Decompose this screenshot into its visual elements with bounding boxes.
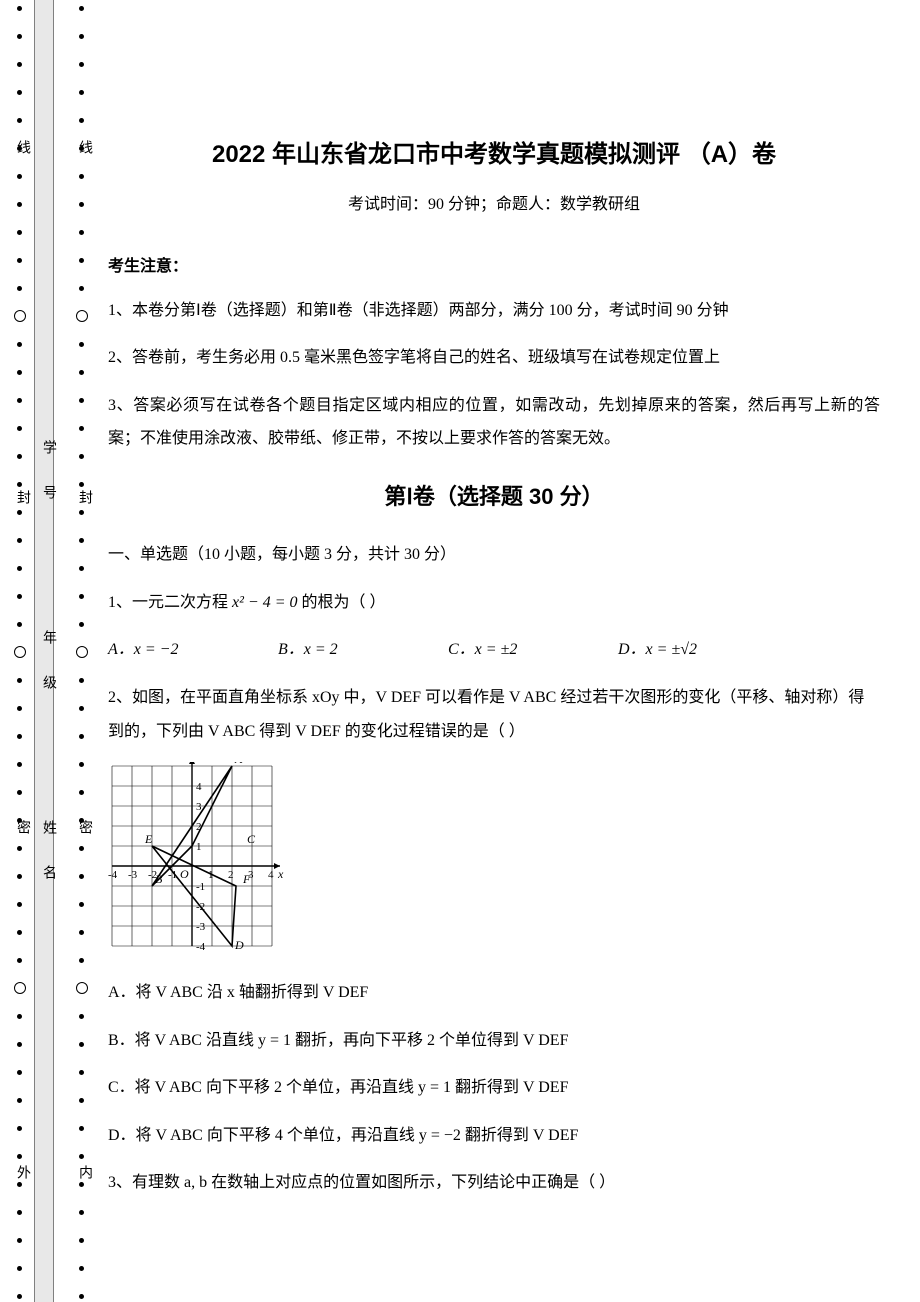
margin-dots-inner [76, 0, 88, 1302]
svg-text:-2: -2 [148, 869, 157, 881]
svg-text:-2: -2 [196, 901, 205, 913]
q1-pre: 1、一元二次方程 [108, 594, 232, 611]
svg-text:-4: -4 [108, 869, 118, 881]
notice-2: 2、答卷前，考生务必用 0.5 毫米黑色签字笔将自己的姓名、班级填写在试卷规定位… [108, 341, 880, 375]
q1-eq: x² − 4 = 0 [232, 594, 298, 611]
margin-label-inner-1: 线 [74, 140, 94, 162]
q2-choice-c: C．将 V ABC 向下平移 2 个单位，再沿直线 y = 1 翻折得到 V D… [108, 1071, 880, 1105]
svg-text:4: 4 [196, 781, 202, 793]
svg-text:3: 3 [248, 869, 254, 881]
margin-field-xingming: 姓 名 [38, 820, 58, 887]
question-3: 3、有理数 a, b 在数轴上对应点的位置如图所示，下列结论中正确是（ ） [108, 1166, 880, 1200]
svg-text:-1: -1 [168, 869, 177, 881]
q1-post: 的根为（ ） [298, 594, 386, 611]
margin-field-nianji: 年 级 [38, 630, 58, 697]
margin-label-outer-2: 封 [12, 490, 32, 512]
section-1-sub: 一、单选题（10 小题，每小题 3 分，共计 30 分） [108, 538, 880, 572]
svg-text:2: 2 [228, 869, 234, 881]
svg-text:-3: -3 [196, 921, 206, 933]
margin-label-inner-4: 内 [74, 1165, 94, 1187]
svg-text:3: 3 [196, 801, 202, 813]
section-1-title: 第Ⅰ卷（选择题 30 分） [108, 474, 880, 520]
q2-choice-b: B．将 V ABC 沿直线 y = 1 翻折，再向下平移 2 个单位得到 V D… [108, 1024, 880, 1058]
margin-dots-outer [14, 0, 26, 1302]
svg-text:x: x [277, 867, 284, 881]
svg-text:O: O [180, 867, 189, 881]
q2-choice-a: A．将 V ABC 沿 x 轴翻折得到 V DEF [108, 976, 880, 1010]
doc-subtitle: 考试时间：90 分钟；命题人：数学教研组 [108, 188, 880, 222]
q1-choice-d: D．x = ±√2 [618, 633, 788, 667]
svg-text:A: A [234, 762, 243, 766]
svg-text:-3: -3 [128, 869, 138, 881]
svg-text:D: D [234, 938, 244, 952]
notice-3: 3、答案必须写在试卷各个题目指定区域内相应的位置，如需改动，先划掉原来的答案，然… [108, 389, 880, 456]
doc-title: 2022 年山东省龙口市中考数学真题模拟测评 （A）卷 [108, 130, 880, 180]
margin-label-outer-1: 线 [12, 140, 32, 162]
svg-text:4: 4 [268, 869, 274, 881]
question-2: 2、如图，在平面直角坐标系 xOy 中，V DEF 可以看作是 V ABC 经过… [108, 681, 880, 748]
svg-text:-4: -4 [196, 941, 206, 953]
svg-text:2: 2 [196, 821, 202, 833]
q1-choice-b: B．x = 2 [278, 633, 448, 667]
margin-label-inner-3: 密 [74, 820, 94, 842]
q1-choice-c: C．x = ±2 [448, 633, 618, 667]
page-content: 2022 年山东省龙口市中考数学真题模拟测评 （A）卷 考试时间：90 分钟；命… [108, 0, 904, 1214]
q2-chart: ABCDEF-4-3-2-112341234-1-2-3-4xyO [108, 762, 880, 962]
q2-choice-d: D．将 V ABC 向下平移 4 个单位，再沿直线 y = −2 翻折得到 V … [108, 1119, 880, 1153]
margin-label-outer-3: 密 [12, 820, 32, 842]
question-1: 1、一元二次方程 x² − 4 = 0 的根为（ ） [108, 586, 880, 620]
margin-field-xuehao: 学 号 [38, 440, 58, 507]
q1-choices: A．x = −2 B．x = 2 C．x = ±2 D．x = ±√2 [108, 633, 880, 667]
notice-heading: 考生注意： [108, 250, 880, 284]
notice-1: 1、本卷分第Ⅰ卷（选择题）和第Ⅱ卷（非选择题）两部分，满分 100 分，考试时间… [108, 294, 880, 328]
q1-choice-a: A．x = −2 [108, 633, 278, 667]
svg-text:-1: -1 [196, 881, 205, 893]
svg-text:E: E [144, 832, 153, 846]
svg-text:1: 1 [208, 869, 214, 881]
margin-label-inner-2: 封 [74, 490, 94, 512]
svg-text:C: C [247, 832, 256, 846]
margin-label-outer-4: 外 [12, 1165, 32, 1187]
svg-text:1: 1 [196, 841, 202, 853]
